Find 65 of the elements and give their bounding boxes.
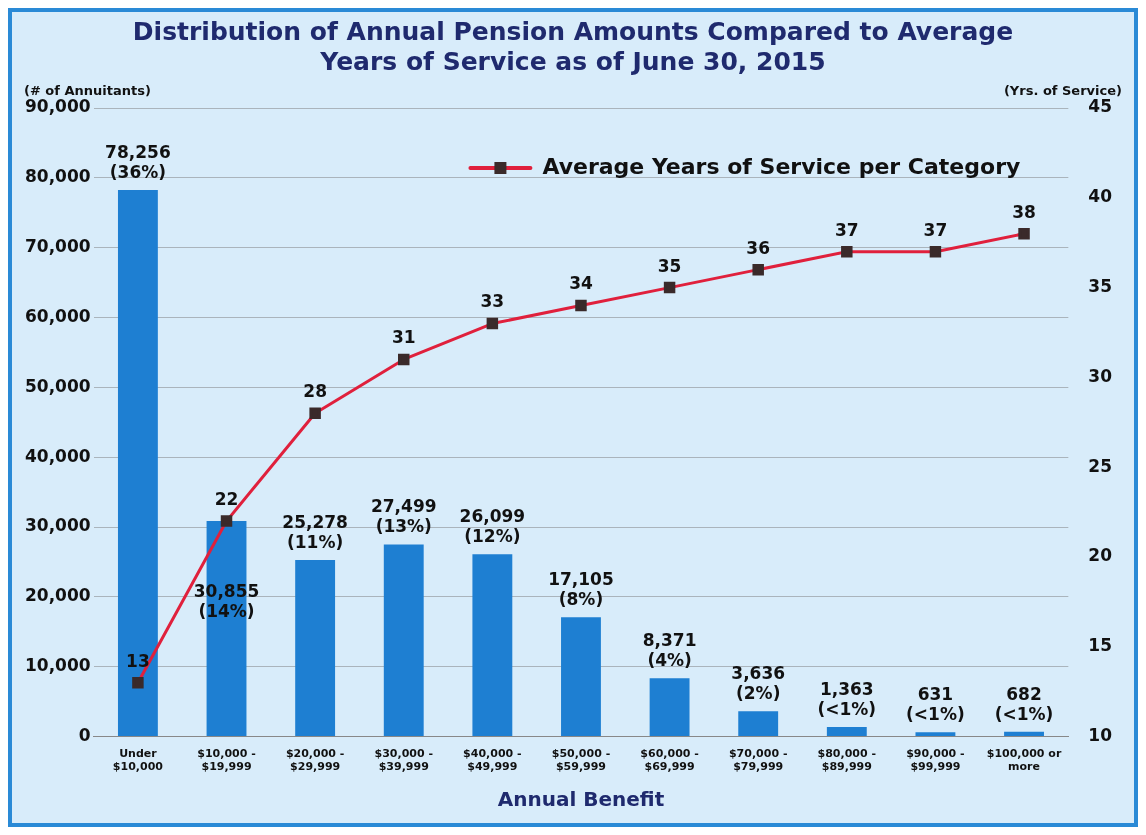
data-label: 34 (569, 273, 593, 294)
bar (295, 560, 336, 737)
bar (738, 711, 779, 737)
y-tick-label: 0 (78, 725, 91, 746)
bar (915, 732, 956, 737)
y-tick-label: 80,000 (24, 166, 91, 187)
x-tick-label: $80,000 - $89,999 (817, 747, 877, 774)
y2-tick-label: 25 (1088, 455, 1113, 476)
x-tick-label: $20,000 - $29,999 (285, 747, 345, 774)
data-label: 35 (657, 255, 682, 276)
y-tick-label: 70,000 (24, 236, 91, 257)
x-tick-label: $100,000 or more (986, 747, 1062, 774)
y-tick-label: 20,000 (24, 585, 91, 606)
data-label: 17,105 (8%) (548, 569, 614, 610)
data-label: 26,099 (12%) (459, 506, 526, 547)
bar (561, 617, 601, 737)
data-label: 22 (214, 489, 239, 509)
y2-tick-label: 10 (1088, 725, 1113, 746)
bar (383, 544, 424, 737)
data-label: 37 (923, 219, 948, 240)
x-tick-label: $30,000 - $39,999 (374, 747, 433, 774)
y2-tick-label: 40 (1088, 186, 1113, 207)
x-tick-label: $40,000 - $49,999 (463, 747, 522, 774)
data-label: 37 (834, 219, 859, 240)
x-tick-label: Under $10,000 (112, 747, 164, 774)
x-tick-label: $90,000 - $99,999 (906, 747, 965, 774)
bar (649, 678, 690, 737)
data-label: 78,256 (36%) (105, 141, 171, 182)
data-label: 31 (391, 327, 416, 348)
y2-tick-label: 20 (1088, 545, 1113, 566)
x-tick-label: $60,000 - $69,999 (640, 747, 699, 774)
data-label: 25,278 (11%) (282, 511, 348, 552)
y-tick-label: 30,000 (24, 515, 91, 536)
data-label: 33 (480, 291, 505, 312)
y-tick-label: 90,000 (24, 96, 91, 117)
bar (472, 554, 513, 737)
data-label: 631 (<1%) (906, 684, 965, 725)
data-label: 28 (303, 381, 327, 402)
data-label: 8,371 (4%) (642, 630, 697, 671)
data-label: 13 (126, 650, 150, 671)
data-label: 3,636 (2%) (731, 663, 786, 704)
y-tick-label: 50,000 (24, 375, 91, 396)
y2-axis-title: (Yrs. of Service) (1003, 82, 1122, 98)
data-label: 1,363 (<1%) (817, 679, 877, 719)
y-axis-title: (# of Annuitants) (24, 82, 151, 98)
bar (117, 190, 158, 737)
y2-tick-label: 45 (1088, 96, 1113, 117)
data-label: 38 (1012, 201, 1036, 222)
legend-label: Average Years of Service per Category (542, 153, 1021, 179)
y-tick-label: 40,000 (24, 445, 91, 466)
data-label: 682 (<1%) (994, 683, 1054, 724)
y2-tick-label: 15 (1088, 635, 1113, 656)
y2-tick-label: 35 (1088, 276, 1113, 297)
y-tick-label: 10,000 (24, 655, 91, 676)
x-axis-title: Annual Benefit (497, 787, 665, 812)
x-tick-label: $70,000 - $79,999 (728, 747, 788, 774)
bar (826, 727, 867, 737)
y-tick-label: 60,000 (24, 305, 91, 326)
chart-title: Distribution of Annual Pension Amounts Compared to Average Years of Service as of June 30, 2015 (132, 16, 1014, 76)
x-tick-label: $10,000 - $19,999 (197, 747, 256, 774)
data-label: 36 (746, 237, 771, 258)
bar (1004, 731, 1044, 737)
x-tick-label: $50,000 - $59,999 (551, 747, 611, 774)
data-label: 27,499 (13%) (370, 496, 437, 537)
y2-tick-label: 30 (1088, 365, 1113, 386)
